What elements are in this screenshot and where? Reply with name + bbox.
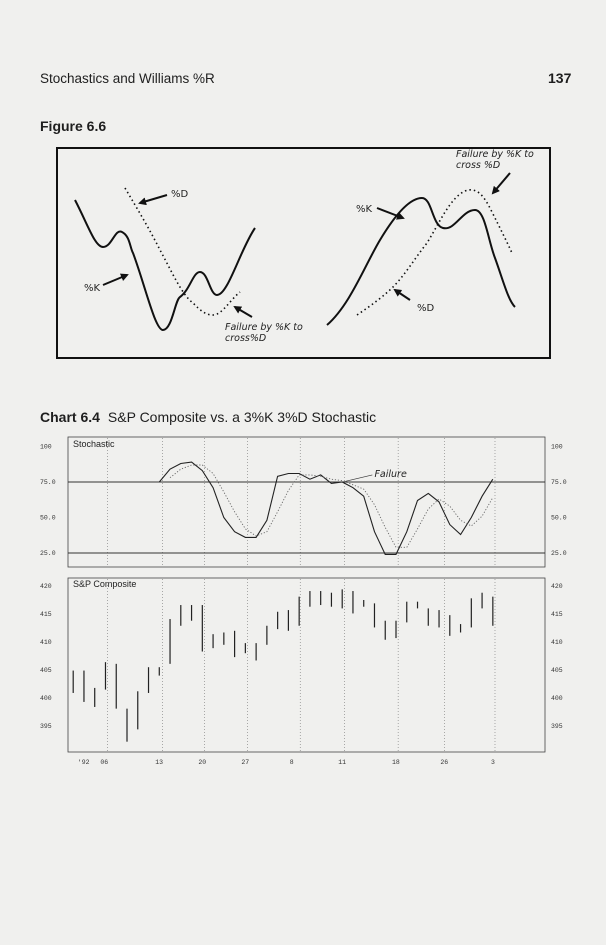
x-tick: 3: [491, 759, 495, 766]
label-k-right: %K: [356, 204, 373, 215]
y-tick-right: 25.0: [551, 550, 567, 557]
y-tick-right: 410: [551, 639, 563, 646]
page-number: 137: [548, 70, 572, 86]
y-tick-right: 420: [551, 583, 563, 590]
y-tick-left: 100: [40, 444, 52, 451]
k-line-left: [74, 199, 256, 332]
y-tick-right: 415: [551, 611, 563, 618]
x-tick: 20: [198, 759, 206, 766]
arrow-icon: [233, 305, 253, 318]
y-tick-left: 420: [40, 583, 52, 590]
d-line-right: [356, 189, 513, 316]
y-tick-left: 75.0: [40, 479, 56, 486]
label-d-right: %D: [417, 303, 435, 314]
y-tick-left: 50.0: [40, 515, 56, 522]
x-tick: 8: [290, 759, 294, 766]
d-line: [169, 464, 494, 548]
chart-title-text: S&P Composite vs. a 3%K 3%D Stochastic: [107, 409, 377, 425]
label-d-left: %D: [171, 189, 189, 200]
label-k-left: %K: [84, 283, 101, 294]
y-tick-left: 410: [40, 639, 52, 646]
failure-pointer: [345, 474, 373, 482]
chart-title: Chart 6.4 S&P Composite vs. a 3%K 3%D Sto…: [40, 409, 376, 425]
stochastic-panel: [67, 436, 546, 568]
x-tick: 13: [155, 759, 163, 766]
x-tick: '92: [78, 759, 90, 766]
x-tick: 11: [338, 759, 346, 766]
sp-panel-title: S&P Composite: [73, 579, 136, 589]
y-tick-left: 405: [40, 667, 52, 674]
k-line-right: [326, 196, 516, 326]
y-tick-left: 25.0: [40, 550, 56, 557]
y-tick-right: 75.0: [551, 479, 567, 486]
stochastic-panel-title: Stochastic: [73, 439, 115, 449]
y-tick-right: 395: [551, 723, 563, 730]
d-line-left: [124, 187, 241, 316]
x-tick: 06: [100, 759, 108, 766]
y-tick-left: 415: [40, 611, 52, 618]
arrow-icon: [491, 172, 511, 195]
chart-number: Chart 6.4: [40, 409, 100, 425]
arrow-icon: [138, 194, 168, 206]
figure-title: Figure 6.6: [40, 118, 107, 134]
arrow-icon: [102, 273, 129, 286]
k-line: [158, 461, 494, 555]
arrow-icon: [376, 207, 405, 220]
annotation-failure-right: Failure by %K to: [456, 149, 534, 160]
y-tick-left: 395: [40, 723, 52, 730]
annotation-failure-right-2: cross %D: [456, 160, 500, 171]
arrow-icon: [393, 288, 411, 301]
y-tick-right: 100: [551, 444, 563, 451]
failure-annotation: Failure: [374, 469, 406, 480]
y-tick-left: 400: [40, 695, 52, 702]
y-tick-right: 405: [551, 667, 563, 674]
sp-panel: [67, 577, 546, 753]
figure-frame: [56, 147, 551, 359]
annotation-failure-left-2: cross%D: [225, 333, 266, 344]
x-tick: 27: [241, 759, 249, 766]
annotation-failure-left: Failure by %K to: [225, 322, 303, 333]
x-tick: 26: [440, 759, 448, 766]
x-tick: 18: [392, 759, 400, 766]
running-head: Stochastics and Williams %R: [40, 71, 215, 86]
y-tick-right: 400: [551, 695, 563, 702]
y-tick-right: 50.0: [551, 515, 567, 522]
